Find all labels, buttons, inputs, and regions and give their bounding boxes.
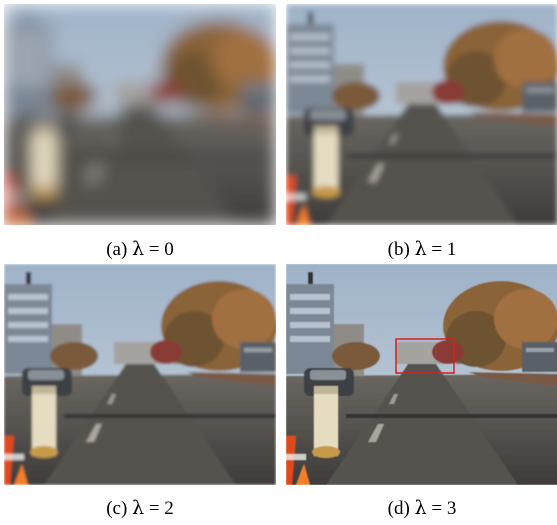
caption-b-relation: = xyxy=(431,239,443,260)
caption-b-symbol: λ xyxy=(414,238,427,260)
caption-a-value: 0 xyxy=(164,239,174,260)
street-scene-lambda-0 xyxy=(4,4,276,225)
panel-b-image xyxy=(286,4,557,225)
street-scene-lambda-1 xyxy=(286,4,557,225)
panel-a-image xyxy=(4,4,276,225)
caption-a-relation: = xyxy=(148,239,160,260)
highlight-box xyxy=(395,338,455,374)
caption-b-value: 1 xyxy=(446,239,457,260)
caption-d-value: 3 xyxy=(446,498,457,519)
caption-a: (a) λ = 0 xyxy=(4,238,276,261)
caption-b-label: (b) xyxy=(387,239,410,260)
caption-d: (d) λ = 3 xyxy=(286,497,557,520)
street-scene-lambda-3 xyxy=(286,264,557,485)
caption-a-label: (a) xyxy=(106,239,128,260)
caption-c-symbol: λ xyxy=(132,497,145,519)
panel-d-image xyxy=(286,264,557,485)
caption-d-label: (d) xyxy=(387,498,410,519)
caption-c-label: (c) xyxy=(106,498,128,519)
panel-c-image xyxy=(4,264,276,485)
caption-b: (b) λ = 1 xyxy=(286,238,557,261)
caption-a-symbol: λ xyxy=(132,238,145,260)
caption-d-symbol: λ xyxy=(414,497,427,519)
caption-c-relation: = xyxy=(148,498,160,519)
caption-c-value: 2 xyxy=(164,498,174,519)
caption-d-relation: = xyxy=(431,498,443,519)
caption-c: (c) λ = 2 xyxy=(4,497,276,520)
street-scene-lambda-2 xyxy=(4,264,276,485)
